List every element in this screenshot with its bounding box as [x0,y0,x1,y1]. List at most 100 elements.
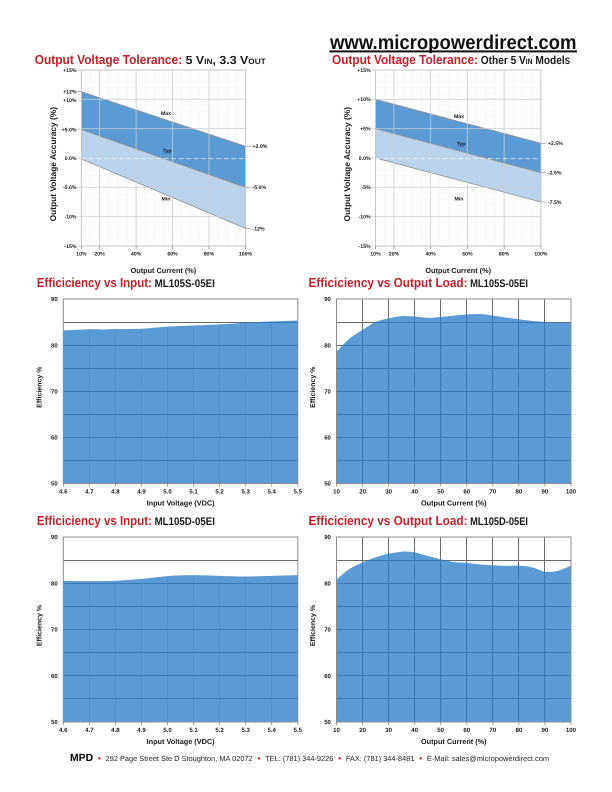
svg-text:70: 70 [489,489,496,496]
svg-text:5.0: 5.0 [163,489,172,496]
svg-text:60: 60 [463,489,470,496]
svg-text:50: 50 [437,727,444,734]
svg-text:100%: 100% [239,252,253,258]
svg-text:Max: Max [454,114,464,120]
svg-text:90: 90 [51,534,58,541]
svg-text:90: 90 [542,489,549,496]
svg-text:Efficiciency vs Input: ML105S-: Efficiciency vs Input: ML105S-05EI [37,275,215,290]
svg-text:Min: Min [455,197,464,203]
svg-text:40: 40 [411,727,418,734]
svg-text:Efficiency %: Efficiency % [309,604,317,646]
svg-text:80: 80 [516,489,523,496]
svg-text:10: 10 [333,727,340,734]
svg-text:0.0%: 0.0% [359,156,371,162]
svg-text:40%: 40% [131,252,142,258]
svg-text:5.5: 5.5 [294,727,303,734]
svg-text:4.9: 4.9 [137,489,146,496]
svg-text:80: 80 [51,581,58,588]
svg-text:+10%: +10% [357,97,371,103]
svg-text:5.0: 5.0 [163,727,172,734]
svg-text:30: 30 [385,489,392,496]
svg-text:100%: 100% [534,252,548,258]
svg-text:-5.0%: -5.0% [253,185,267,191]
svg-text:Input Voltage (VDC): Input Voltage (VDC) [147,498,216,507]
svg-text:Efficiency %: Efficiency % [36,366,44,408]
svg-text:40: 40 [411,489,418,496]
svg-text:5.2: 5.2 [215,489,224,496]
svg-text:5.3: 5.3 [241,727,250,734]
svg-text:+5%: +5% [360,127,371,133]
svg-text:Typ: Typ [163,148,172,154]
svg-text:50: 50 [51,481,58,488]
svg-text:90: 90 [324,534,331,541]
svg-text:50: 50 [324,719,331,726]
svg-text:Efficiciency vs Output Load: M: Efficiciency vs Output Load: ML105S-05EI [309,275,529,290]
svg-text:70: 70 [324,627,331,634]
svg-text:70: 70 [51,388,58,395]
svg-text:20: 20 [359,489,366,496]
svg-text:+15%: +15% [357,68,371,74]
svg-text:30: 30 [385,727,392,734]
svg-text:4.6: 4.6 [59,727,68,734]
svg-text:4.8: 4.8 [111,727,120,734]
svg-text:+10%: +10% [63,98,77,104]
svg-text:50: 50 [324,481,331,488]
svg-text:60: 60 [463,727,470,734]
svg-text:Output Voltage Accuracy (%): Output Voltage Accuracy (%) [342,107,352,222]
svg-text:90: 90 [324,296,331,303]
svg-text:-10%: -10% [358,215,370,221]
svg-text:+12%: +12% [63,90,77,96]
svg-text:Output Current (%): Output Current (%) [425,266,491,275]
svg-text:Efficiency %: Efficiency % [309,366,317,408]
svg-text:+5.0%: +5.0% [62,127,77,133]
svg-text:Output Voltage Tolerance: 5 VI: Output Voltage Tolerance: 5 VIN, 3.3 VOU… [35,52,266,67]
svg-text:-5.0%: -5.0% [63,185,77,191]
svg-text:60: 60 [51,673,58,680]
svg-text:80: 80 [516,727,523,734]
svg-text:60: 60 [324,435,331,442]
svg-text:MPD ▪ 292 Page Street Ste D: MPD ▪ 292 Page Street Ste D Stoughton, M… [70,753,549,764]
svg-text:4.8: 4.8 [111,489,120,496]
svg-text:4.6: 4.6 [59,489,68,496]
svg-text:Efficiciency vs Input: ML105D-: Efficiciency vs Input: ML105D-05EI [37,513,215,528]
svg-text:80%: 80% [204,252,215,258]
svg-text:4.7: 4.7 [85,489,94,496]
svg-text:5.5: 5.5 [294,489,303,496]
svg-text:5.2: 5.2 [215,727,224,734]
svg-text:Output Voltage Accuracy (%): Output Voltage Accuracy (%) [48,107,58,222]
svg-text:10%: 10% [370,252,381,258]
svg-text:10%: 10% [76,252,87,258]
svg-text:100: 100 [566,727,577,734]
svg-text:100: 100 [566,489,577,496]
svg-text:Output Voltage Tolerance: Othe: Output Voltage Tolerance: Other 5 VIN Mo… [332,52,570,67]
svg-text:+2.5%: +2.5% [548,141,563,147]
svg-text:80: 80 [324,342,331,349]
svg-text:Min: Min [162,197,171,203]
svg-text:60%: 60% [462,252,473,258]
svg-text:Output Current (%): Output Current (%) [421,498,487,507]
svg-text:5.4: 5.4 [267,727,276,734]
svg-text:80: 80 [51,342,58,349]
svg-text:90: 90 [542,727,549,734]
svg-text:20%: 20% [94,252,105,258]
svg-text:5.3: 5.3 [241,489,250,496]
svg-text:-7.5%: -7.5% [548,200,562,206]
svg-text:60%: 60% [167,252,178,258]
svg-text:5.1: 5.1 [189,727,198,734]
svg-text:20%: 20% [389,252,400,258]
svg-text:40%: 40% [425,252,436,258]
svg-text:+15%: +15% [63,68,77,74]
svg-text:70: 70 [489,727,496,734]
svg-text:70: 70 [324,388,331,395]
svg-text:70: 70 [51,627,58,634]
svg-text:Output Current (%): Output Current (%) [421,737,487,746]
svg-text:Typ: Typ [457,142,466,148]
svg-text:-15%: -15% [64,244,76,250]
svg-text:-12%: -12% [253,226,265,232]
svg-text:20: 20 [359,727,366,734]
svg-text:80: 80 [324,581,331,588]
svg-text:90: 90 [51,296,58,303]
svg-text:Efficiciency vs Output Load: M: Efficiciency vs Output Load: ML105D-05EI [309,513,529,528]
svg-text:4.9: 4.9 [137,727,146,734]
svg-text:Max: Max [161,111,171,117]
